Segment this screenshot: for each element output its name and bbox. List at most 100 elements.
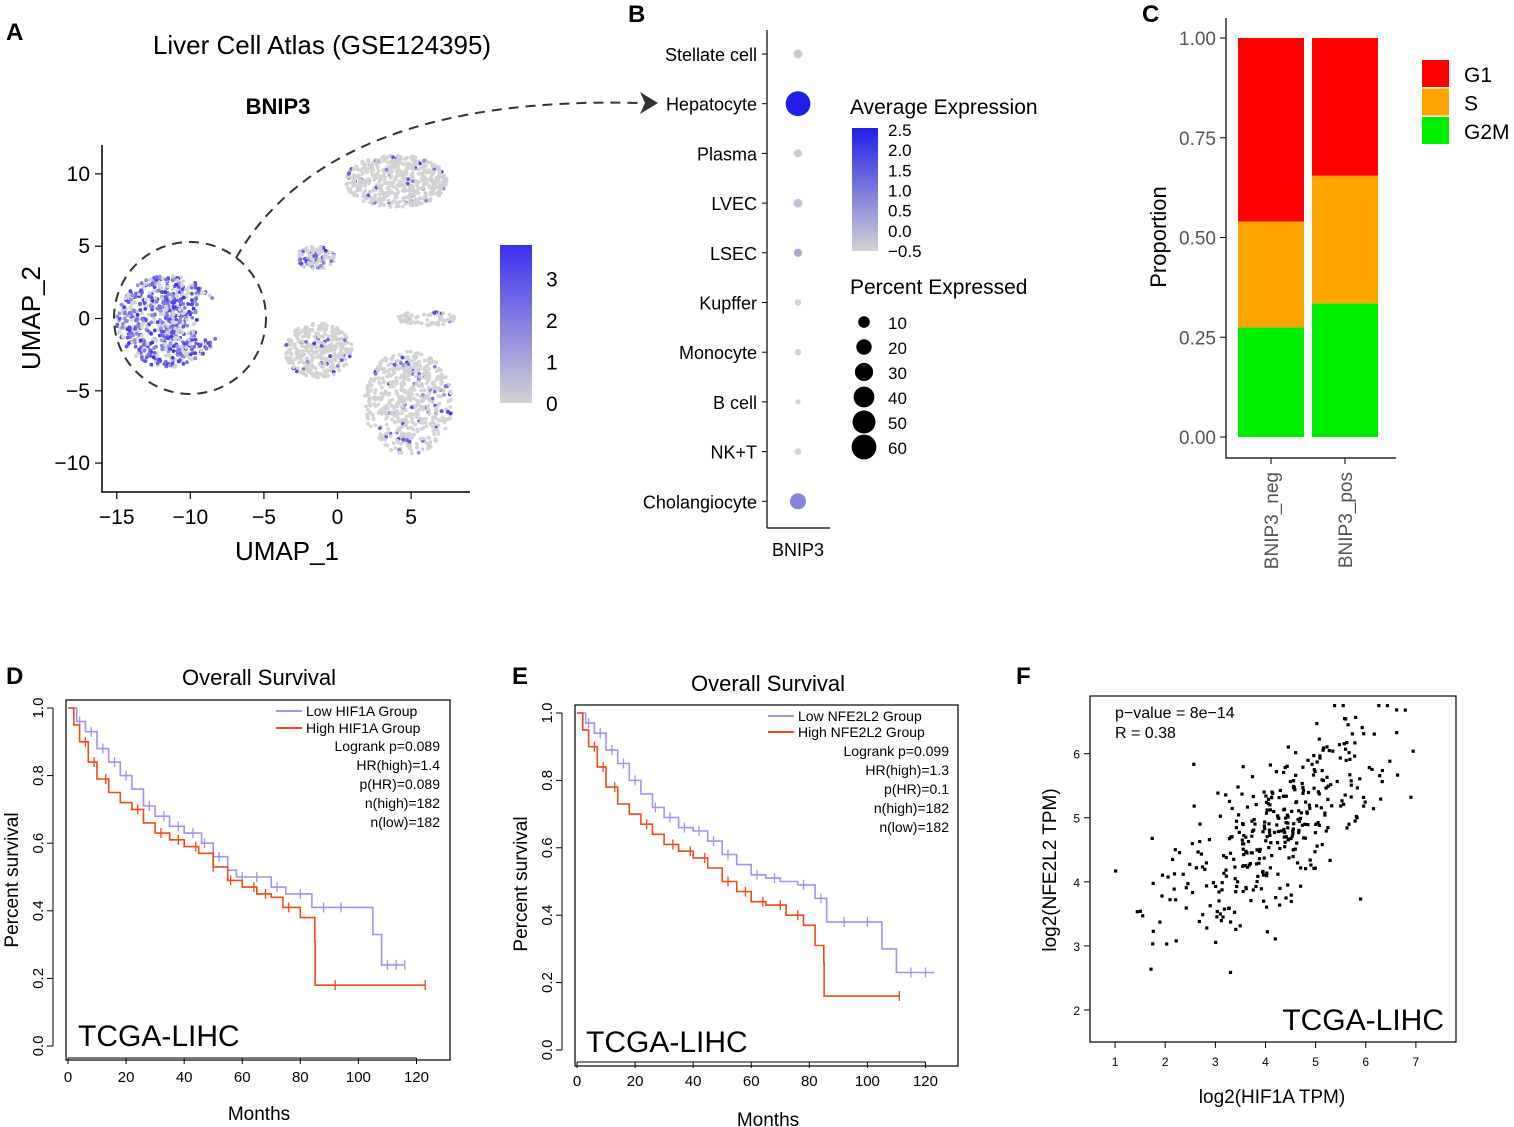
bar-legend-swatch-g1 <box>1422 60 1449 87</box>
umap-point <box>309 371 313 376</box>
umap-point <box>192 344 197 349</box>
umap-point <box>139 325 144 330</box>
dotplot-celltype-label: Plasma <box>697 144 758 164</box>
umap-point <box>171 319 175 324</box>
umap-point <box>419 352 424 357</box>
scatter-f-point <box>1199 852 1203 856</box>
scatter-f-point <box>1296 861 1300 865</box>
bar-segment-g2m <box>1312 303 1378 437</box>
scatter-f-point <box>1339 804 1343 808</box>
umap-point <box>169 325 173 329</box>
scatter-f-point <box>1190 891 1195 895</box>
umap-point <box>192 333 197 338</box>
scatter-f-point <box>1181 872 1185 876</box>
dotplot-dot <box>794 299 802 306</box>
umap-point <box>415 427 420 432</box>
umap-point <box>168 347 173 351</box>
scatter-f-point <box>1315 804 1319 808</box>
umap-point <box>443 384 448 388</box>
km-x-tick-label: 0 <box>64 1069 72 1086</box>
umap-point <box>382 406 386 410</box>
umap-point <box>401 162 406 167</box>
umap-point <box>329 259 333 264</box>
umap-point <box>368 200 372 205</box>
umap-point <box>418 437 423 441</box>
scatter-f-point <box>1229 835 1233 839</box>
umap-point <box>369 377 374 381</box>
umap-point <box>451 314 456 319</box>
umap-point <box>389 173 393 177</box>
km-d-frame <box>65 699 451 1061</box>
umap-point <box>334 355 339 359</box>
pct-expressed-legend-label: 40 <box>888 389 907 408</box>
scatter-f-point <box>1345 741 1349 745</box>
umap-point <box>367 389 372 394</box>
umap-point <box>422 158 427 163</box>
umap-point <box>295 353 299 358</box>
umap-point <box>317 324 322 329</box>
scatter-f-point <box>1303 822 1307 826</box>
scatter-f-point <box>1349 795 1353 799</box>
scatter-f-point <box>1274 770 1278 774</box>
scatter-f-point <box>1245 851 1249 855</box>
umap-point <box>185 317 189 322</box>
umap-point <box>370 164 374 169</box>
umap-point <box>301 367 306 371</box>
umap-colorbar <box>500 245 532 403</box>
scatter-f-point <box>1292 779 1296 783</box>
umap-point <box>137 347 142 352</box>
umap-point <box>415 184 420 188</box>
scatter-f-point <box>1319 806 1323 810</box>
umap-point <box>306 335 311 340</box>
scatter-f-point <box>1218 912 1222 916</box>
umap-point <box>396 190 401 194</box>
umap-point <box>134 331 139 336</box>
umap-point <box>374 172 378 177</box>
scatter-f-point <box>1284 794 1288 798</box>
umap-point <box>367 396 372 401</box>
scatter-f-point <box>1262 856 1266 860</box>
scatter-f-point <box>1208 904 1212 908</box>
scatter-f-point <box>1258 847 1262 851</box>
umap-point <box>363 188 368 193</box>
umap-point <box>181 362 186 366</box>
umap-point <box>355 167 360 172</box>
km-d-legend-low: Low HIF1A Group <box>306 703 417 719</box>
umap-point <box>123 319 128 324</box>
umap-point <box>136 322 141 326</box>
scatter-f-point <box>1297 831 1301 835</box>
umap-y-ticks: 10 5 0 −5 −10 <box>54 163 102 475</box>
umap-point <box>354 164 358 169</box>
scatter-f-point <box>1291 855 1295 859</box>
umap-point <box>129 315 134 319</box>
scatter-f-point <box>1261 873 1266 877</box>
umap-point <box>337 368 341 373</box>
umap-point <box>360 172 365 176</box>
umap-point <box>166 284 170 289</box>
umap-point <box>397 366 402 370</box>
umap-point <box>395 202 400 207</box>
scatter-f-point <box>1241 765 1245 769</box>
umap-point <box>144 278 149 283</box>
umap-point <box>157 304 162 309</box>
umap-point <box>292 345 297 350</box>
umap-point <box>446 317 451 322</box>
scatter-f-point <box>1316 790 1320 794</box>
umap-point <box>175 278 180 282</box>
umap-point <box>448 389 453 394</box>
scatter-f-point <box>1168 898 1172 902</box>
umap-point <box>152 316 157 321</box>
scatter-f-point <box>1313 769 1317 773</box>
umap-point <box>414 398 419 402</box>
scatter-f-point <box>1284 816 1288 820</box>
umap-point <box>154 338 159 343</box>
scatter-f-point <box>1251 794 1255 799</box>
umap-point <box>425 177 430 182</box>
umap-point <box>403 195 408 200</box>
umap-point <box>152 328 157 333</box>
umap-point <box>400 421 405 426</box>
umap-point <box>414 415 419 419</box>
umap-point <box>158 359 163 363</box>
umap-point <box>154 289 159 293</box>
km-y-tick-label: 0.2 <box>539 972 556 993</box>
